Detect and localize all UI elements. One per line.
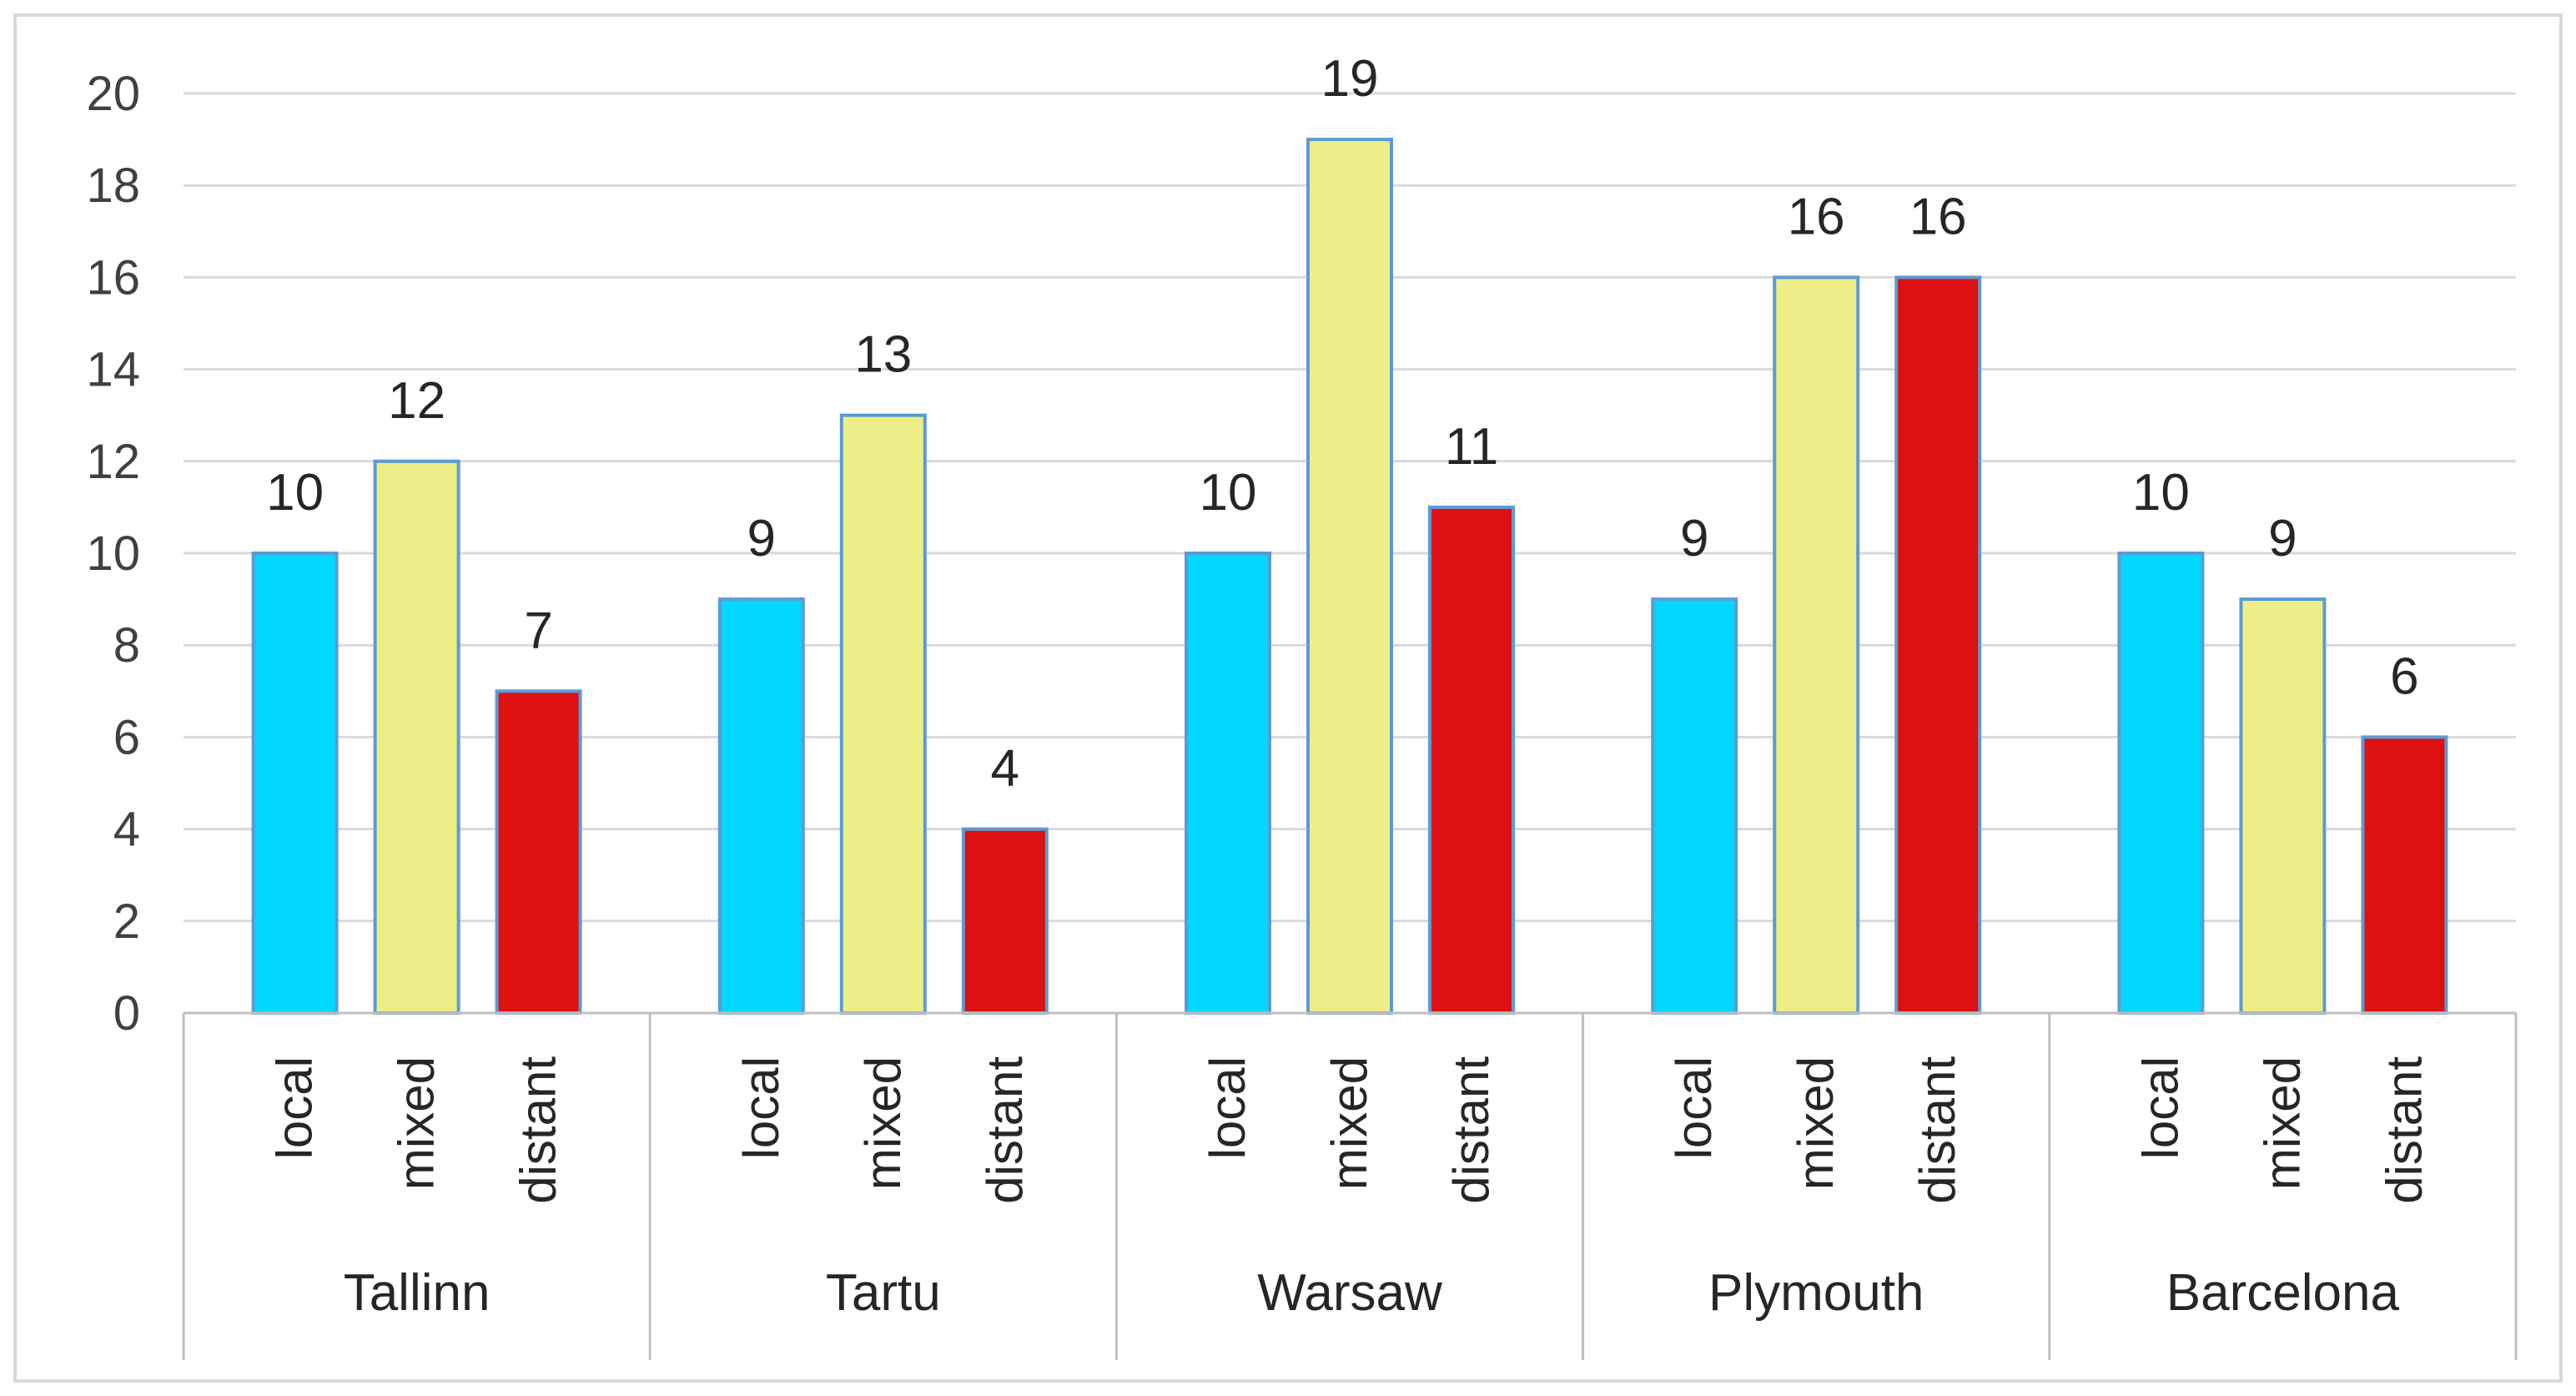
category-label: local [1200,1056,1255,1159]
y-tick-label: 10 [86,527,140,581]
group-label: Tartu [826,1264,941,1322]
data-label: 10 [266,464,324,522]
data-label: 10 [2132,464,2190,522]
y-tick-label: 6 [113,710,140,764]
group-label: Plymouth [1708,1264,1924,1322]
chart-frame: 0 2 4 6 8 10 12 14 16 18 20 10 local 12 mixed 7 distant T… [13,13,2563,1383]
bar-chart: 0 2 4 6 8 10 12 14 16 18 20 10 local 12 mixed 7 distant T… [86,50,2518,1360]
category-label: mixed [855,1056,911,1190]
category-label: mixed [2254,1056,2310,1190]
data-label: 9 [747,510,776,567]
labels: 0 2 4 6 8 10 12 14 16 18 20 10 local 12 mixed 7 distant T… [86,50,2432,1322]
data-label: 9 [2268,510,2297,567]
y-tick-label: 14 [86,343,140,397]
data-label: 16 [1788,188,1845,245]
category-label: mixed [389,1056,445,1190]
bar [1773,275,1860,1015]
y-tick-label: 16 [86,250,140,305]
y-tick-label: 18 [86,159,140,213]
y-tick-label: 4 [113,803,140,857]
category-label: distant [511,1056,566,1204]
bar [961,827,1049,1015]
category-label: distant [2376,1056,2432,1204]
category-label: local [733,1056,789,1159]
group-label: Tallinn [344,1264,491,1322]
y-tick-label: 12 [86,435,140,489]
bar [717,597,805,1015]
axes [182,1011,2518,1360]
data-label: 12 [388,372,445,430]
y-tick-label: 0 [113,986,140,1041]
data-label: 10 [1200,464,1257,522]
bar [2117,552,2205,1015]
category-label: local [267,1056,323,1159]
group-label: Warsaw [1257,1264,1442,1322]
data-label: 9 [1680,510,1708,567]
bar [2239,597,2327,1015]
data-label: 13 [854,326,912,384]
group-label: Barcelona [2166,1264,2400,1322]
bar [1306,138,1393,1016]
bar [1894,275,1982,1015]
y-tick-label: 20 [86,67,140,121]
data-label: 6 [2390,648,2418,705]
category-label: distant [1443,1056,1499,1204]
category-label: distant [977,1056,1033,1204]
bar [1428,505,1515,1015]
bar [1185,552,1271,1015]
category-label: local [2132,1056,2188,1159]
bar [1651,597,1738,1015]
y-tick-label: 2 [113,895,140,949]
category-label: local [1666,1056,1722,1159]
data-label: 11 [1445,418,1498,476]
bars [251,138,2448,1016]
y-tick-label: 8 [113,618,140,673]
category-label: mixed [1788,1056,1844,1190]
category-label: distant [1909,1056,1965,1204]
bar [495,689,582,1015]
data-label: 19 [1321,50,1379,108]
data-label: 7 [524,602,552,659]
bar [373,459,460,1015]
bar [839,413,927,1015]
category-label: mixed [1321,1056,1377,1190]
data-label: 16 [1909,188,1967,245]
bar [251,552,339,1015]
data-label: 4 [991,740,1019,798]
bar [2361,735,2448,1016]
